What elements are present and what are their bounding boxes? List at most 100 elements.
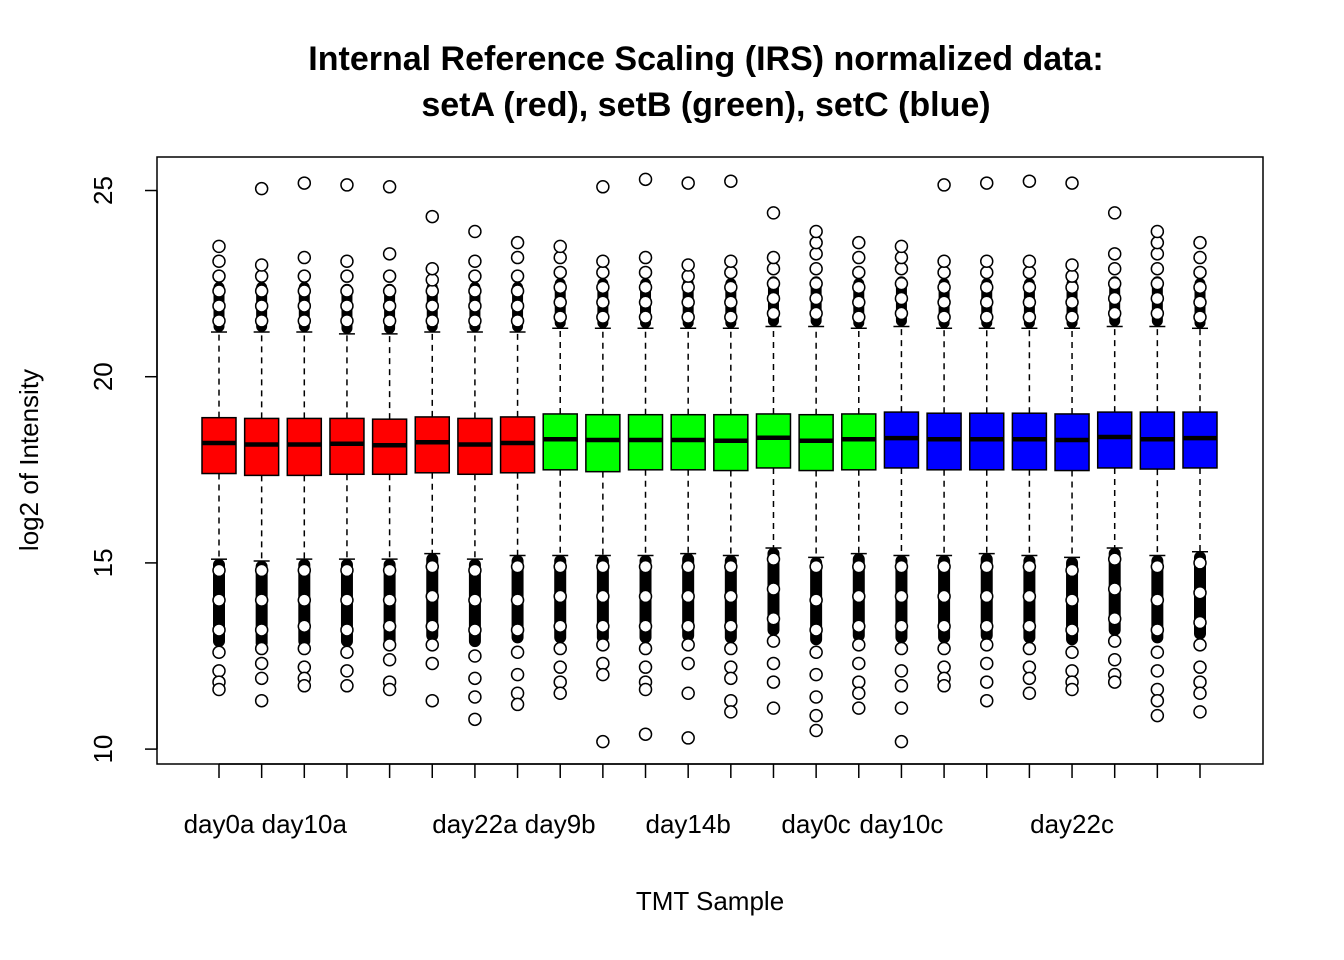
box-10 <box>585 180 621 749</box>
outlier-point <box>1022 619 1037 633</box>
outlier-point <box>468 269 482 283</box>
outlier-point <box>681 176 695 190</box>
outlier-point <box>979 675 994 689</box>
outlier-point <box>1193 615 1207 630</box>
outlier-point <box>894 239 909 254</box>
outlier-point <box>809 276 823 291</box>
outlier-point <box>937 254 951 269</box>
outlier-point <box>809 690 823 704</box>
y-tick-label: 15 <box>88 548 118 577</box>
outlier-point <box>340 679 354 693</box>
outlier-point <box>425 314 440 328</box>
outlier-point <box>766 291 781 306</box>
box-9 <box>542 239 578 700</box>
outlier-point <box>1065 269 1079 283</box>
outlier-point <box>979 638 994 652</box>
outlier-point <box>340 623 354 637</box>
outlier-point <box>425 559 440 574</box>
outlier-point <box>852 235 866 250</box>
outlier-point <box>596 559 610 574</box>
box-3 <box>286 176 323 693</box>
outlier-point <box>297 284 312 298</box>
outlier-point <box>766 261 781 276</box>
box-body <box>286 417 323 477</box>
box-12 <box>670 176 706 745</box>
outlier-point <box>809 559 823 574</box>
box-8 <box>499 235 536 712</box>
box-15 <box>798 224 834 738</box>
outlier-point <box>1150 664 1165 678</box>
outlier-point <box>852 310 866 324</box>
outlier-point <box>297 299 312 313</box>
outlier-point <box>212 314 226 328</box>
outlier-point <box>212 645 226 660</box>
outlier-point <box>894 641 909 656</box>
outlier-point <box>297 593 312 607</box>
outlier-point <box>681 258 695 272</box>
outlier-point <box>553 660 567 674</box>
x-axis-label: TMT Sample <box>636 886 784 916</box>
box-16 <box>841 235 877 715</box>
outlier-point <box>638 172 653 187</box>
x-tick-label: day9b <box>525 809 596 839</box>
outlier-point <box>212 269 226 283</box>
outlier-point <box>852 589 866 604</box>
outlier-point <box>724 671 738 686</box>
x-tick-label: day22c <box>1030 809 1114 839</box>
outlier-point <box>681 269 695 283</box>
outlier-point <box>937 619 951 633</box>
outlier-point <box>425 299 440 313</box>
outlier-point <box>1107 652 1122 667</box>
outlier-point <box>724 559 738 574</box>
outlier-point <box>766 250 781 265</box>
outlier-point <box>1193 556 1207 570</box>
outlier-point <box>724 280 738 295</box>
outlier-point <box>1107 582 1122 596</box>
outlier-point <box>1193 686 1207 700</box>
outlier-point <box>468 593 482 607</box>
outlier-point <box>852 675 866 689</box>
box-18 <box>926 178 962 693</box>
x-tick-label: day10a <box>262 809 348 839</box>
outlier-point <box>382 593 397 607</box>
outlier-point <box>553 559 567 574</box>
outlier-point <box>809 593 823 607</box>
outlier-point <box>809 723 823 738</box>
y-tick-label: 10 <box>88 735 118 764</box>
outlier-point <box>852 280 866 295</box>
outlier-point <box>212 623 226 637</box>
box-body <box>414 416 451 474</box>
outlier-point <box>852 701 866 715</box>
outlier-point <box>254 593 269 607</box>
box-13 <box>713 174 749 719</box>
outlier-point <box>1107 261 1122 276</box>
outlier-point <box>382 563 397 578</box>
box-20 <box>1011 174 1048 700</box>
outlier-point <box>1065 682 1079 697</box>
outlier-point <box>1065 664 1079 678</box>
outlier-point <box>254 623 269 637</box>
outlier-point <box>1107 675 1122 689</box>
outlier-point <box>852 250 866 265</box>
outlier-point <box>852 686 866 700</box>
outlier-point <box>1022 660 1037 674</box>
outlier-point <box>681 731 695 745</box>
outlier-point <box>468 649 482 663</box>
outlier-point <box>1107 634 1122 648</box>
y-axis-label: log2 of Intensity <box>14 369 44 551</box>
outlier-point <box>852 559 866 574</box>
outlier-point <box>937 265 951 280</box>
outlier-point <box>1193 705 1207 719</box>
outlier-point <box>937 310 951 324</box>
outlier-point <box>894 664 909 678</box>
outlier-point <box>1193 235 1207 250</box>
outlier-point <box>382 682 397 697</box>
outlier-point <box>340 593 354 607</box>
outlier-point <box>766 701 781 715</box>
outlier-point <box>809 247 823 261</box>
outlier-point <box>1150 708 1165 723</box>
box-24 <box>1182 235 1218 719</box>
outlier-point <box>553 295 567 309</box>
outlier-point <box>979 265 994 280</box>
outlier-point <box>1150 645 1165 660</box>
